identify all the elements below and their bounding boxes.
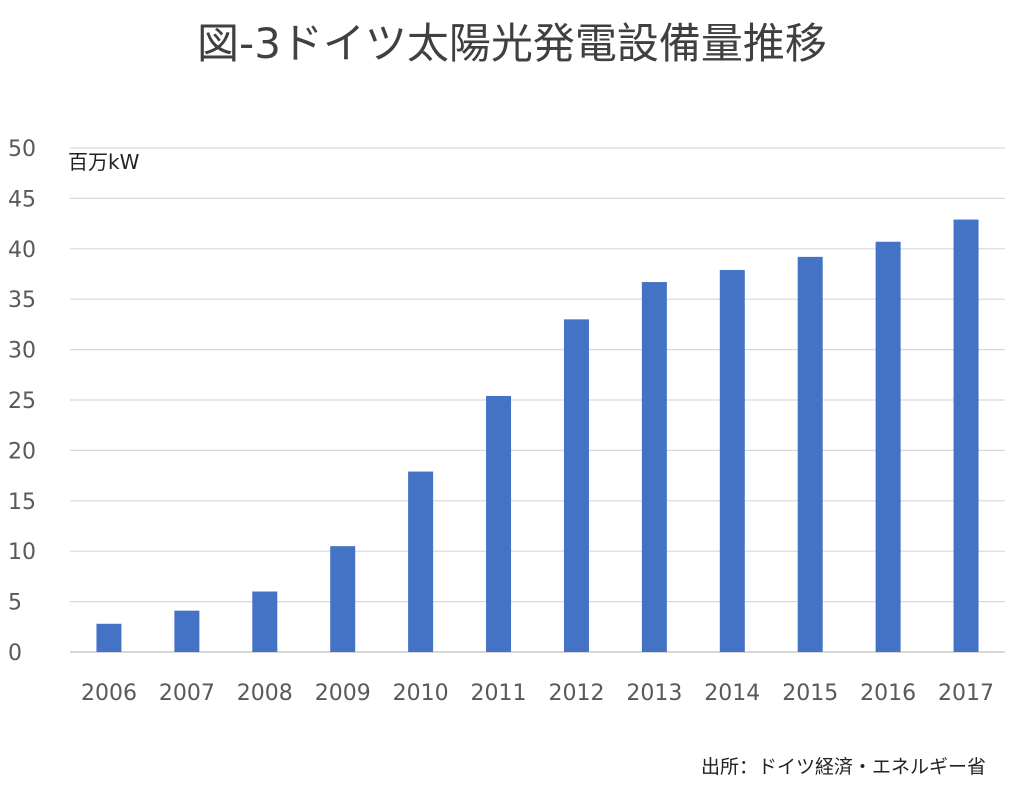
x-tick-label: 2015 (782, 681, 838, 706)
y-tick-label: 40 (8, 238, 36, 263)
gridlines (70, 147, 1005, 653)
y-tick-label: 10 (8, 540, 36, 565)
bar (330, 546, 356, 652)
y-tick-label: 35 (8, 288, 36, 313)
bar (408, 471, 434, 652)
bar (641, 282, 667, 652)
y-tick-label: 45 (8, 187, 36, 212)
y-axis-unit-label: 百万kW (68, 150, 140, 174)
bar (96, 623, 122, 652)
x-tick-label: 2016 (860, 681, 916, 706)
bar (797, 256, 823, 652)
x-axis-tick-labels: 2006 2007 2008 2009 2010 2011 2012 2013 2014 2015… (81, 681, 994, 706)
y-tick-label: 5 (8, 591, 22, 616)
y-axis-tick-labels: 0 5 10 15 20 25 30 35 40 45 50 (8, 137, 36, 666)
bar (719, 269, 745, 652)
bar (174, 610, 200, 652)
bar (953, 219, 979, 652)
y-tick-label: 30 (8, 339, 36, 364)
x-tick-label: 2008 (237, 681, 293, 706)
x-tick-label: 2010 (393, 681, 449, 706)
bar (563, 319, 589, 652)
x-tick-label: 2007 (159, 681, 215, 706)
x-tick-label: 2017 (938, 681, 994, 706)
y-tick-label: 50 (8, 137, 36, 162)
bar (875, 241, 901, 652)
y-tick-label: 15 (8, 490, 36, 515)
x-tick-label: 2009 (315, 681, 371, 706)
chart-title: 図-3ドイツ太陽光発電設備量推移 (197, 19, 827, 68)
x-tick-label: 2011 (471, 681, 527, 706)
y-tick-label: 0 (8, 641, 22, 666)
x-tick-label: 2013 (626, 681, 682, 706)
source-note: 出所：ドイツ経済・エネルギー省 (700, 756, 986, 778)
x-tick-label: 2006 (81, 681, 137, 706)
x-tick-label: 2014 (704, 681, 760, 706)
y-tick-label: 25 (8, 389, 36, 414)
x-tick-label: 2012 (548, 681, 604, 706)
y-tick-label: 20 (8, 439, 36, 464)
bars (96, 219, 979, 652)
bar (486, 395, 512, 652)
bar (252, 591, 278, 652)
